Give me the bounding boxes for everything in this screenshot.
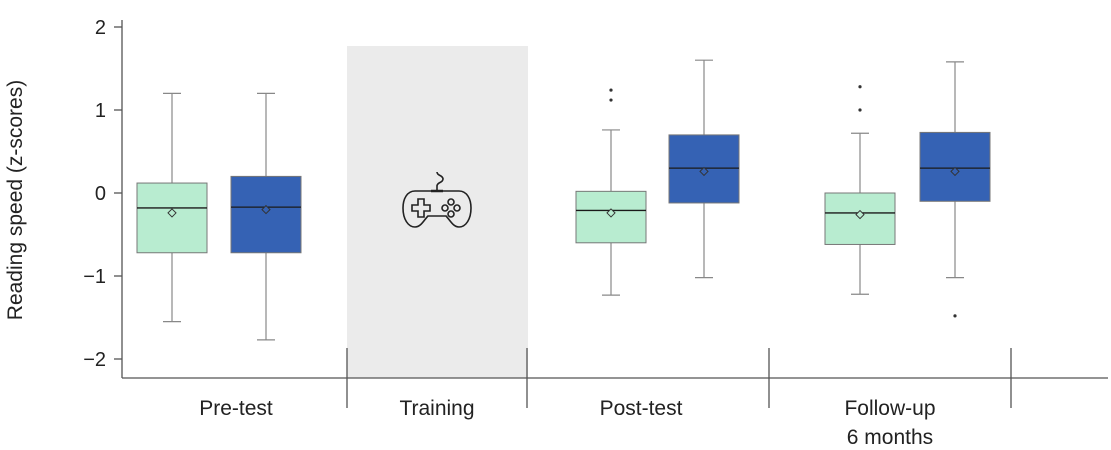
mean-marker [855, 209, 865, 220]
box-pre-test-a [136, 92, 208, 323]
outlier-point [953, 314, 957, 318]
category-label-follow-up: Follow-up [844, 397, 935, 420]
training-band [347, 46, 528, 378]
outlier-point [609, 88, 613, 92]
x-dividers [346, 348, 1012, 408]
mean-marker [950, 166, 960, 177]
outlier-point [858, 108, 862, 112]
box-post-test-a [575, 88, 647, 296]
y-tick-label: 0 [95, 183, 106, 205]
outlier-point [858, 85, 862, 89]
mean-marker [699, 166, 709, 177]
y-tick-label: −2 [83, 349, 106, 371]
y-tick-label: −1 [83, 266, 106, 288]
y-tick-label: 2 [95, 17, 106, 39]
y-ticks: 2 1 0 −1 −2 [83, 17, 122, 371]
y-axis-title: Reading speed (z-scores) [4, 80, 27, 320]
category-label-training: Training [399, 397, 474, 420]
y-tick-label: 1 [95, 100, 106, 122]
category-label-follow-up-months: 6 months [847, 426, 933, 449]
box-follow-up-6-months-a [824, 85, 896, 295]
box-pre-test-b [230, 92, 302, 341]
category-label-pre-test: Pre-test [199, 397, 273, 420]
iqr-box [230, 175, 302, 254]
mean-marker [261, 204, 271, 215]
mean-marker [606, 208, 616, 218]
box-follow-up-6-months-b [919, 61, 991, 318]
category-label-post-test: Post-test [600, 397, 683, 420]
outlier-point [609, 98, 613, 102]
mean-marker [167, 208, 177, 218]
gamepad-icon [402, 171, 472, 228]
boxes [136, 59, 991, 341]
iqr-box [136, 182, 208, 254]
box-post-test-b [668, 59, 740, 279]
